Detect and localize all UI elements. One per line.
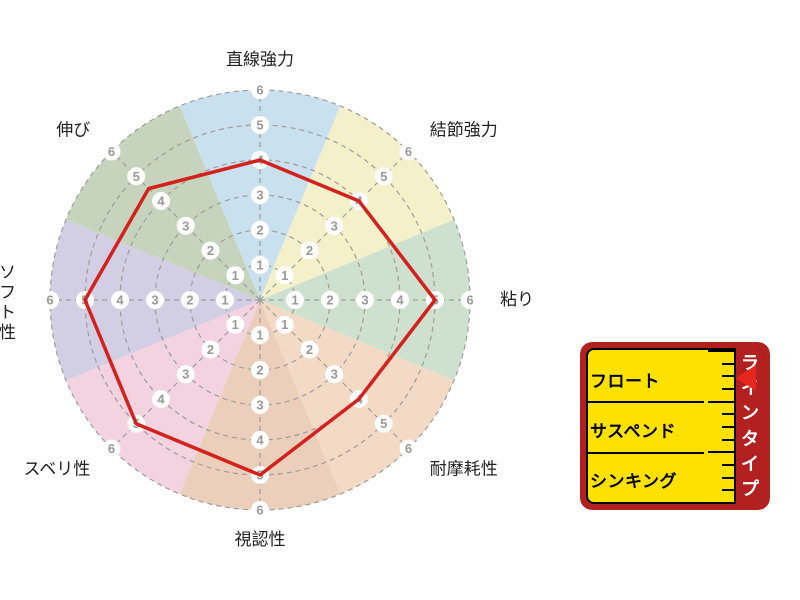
ruler-tick-major xyxy=(708,502,736,504)
radar-ring-number: 4 xyxy=(157,391,165,406)
radar-ring-number: 6 xyxy=(108,144,115,159)
radar-axis-label: 粘り xyxy=(500,290,534,309)
radar-ring-number: 1 xyxy=(221,293,228,308)
radar-ring-number: 2 xyxy=(207,342,214,357)
ruler-tick-minor xyxy=(722,413,736,415)
radar-ring-number: 3 xyxy=(151,293,158,308)
radar-ring-number: 3 xyxy=(182,367,189,382)
radar-axis-label: 視認性 xyxy=(235,530,286,549)
ruler-tick-major xyxy=(708,451,736,453)
radar-ring-number: 6 xyxy=(405,144,412,159)
radar-ring-number: 4 xyxy=(256,433,264,448)
radar-ring-number: 6 xyxy=(256,83,263,98)
radar-ring-number: 1 xyxy=(232,268,239,283)
ruler-tick-major xyxy=(708,401,736,403)
radar-ring-number: 3 xyxy=(331,367,338,382)
line-type-panel: ラインタイプ フロートサスペンドシンキング xyxy=(580,342,770,510)
radar-ring-number: 1 xyxy=(281,268,288,283)
radar-axis-label: 性 xyxy=(0,323,16,342)
radar-ring-number: 3 xyxy=(256,188,263,203)
radar-ring-number: 2 xyxy=(186,293,193,308)
radar-ring-number: 6 xyxy=(256,503,263,518)
radar-ring-number: 4 xyxy=(116,293,124,308)
radar-ring-number: 4 xyxy=(157,194,165,209)
ruler-tick-minor xyxy=(722,489,736,491)
radar-ring-number: 4 xyxy=(396,293,404,308)
radar-ring-number: 3 xyxy=(256,398,263,413)
radar-axis-label: 耐摩耗性 xyxy=(430,460,498,479)
radar-axis-label: ソ xyxy=(0,263,16,282)
ruler-tick-minor xyxy=(722,439,736,441)
radar-ring-number: 2 xyxy=(256,223,263,238)
radar-ring-number: 2 xyxy=(326,293,333,308)
radar-ring-number: 3 xyxy=(182,218,189,233)
ruler-tick-minor xyxy=(722,477,736,479)
radar-ring-number: 1 xyxy=(256,328,263,343)
radar-ring-number: 5 xyxy=(380,169,387,184)
radar-ring-number: 5 xyxy=(380,416,387,431)
radar-ring-number: 6 xyxy=(466,293,473,308)
line-type-row: サスペンド xyxy=(590,408,702,450)
radar-chart-container: 1234561234561234561234561234561234561234… xyxy=(0,0,540,600)
ruler-tick-major xyxy=(708,350,736,352)
line-type-row: フロート xyxy=(590,358,702,400)
radar-chart: 1234561234561234561234561234561234561234… xyxy=(0,0,540,600)
radar-ring-number: 2 xyxy=(306,243,313,258)
radar-axis-label: 結節強力 xyxy=(430,120,498,139)
line-type-divider xyxy=(588,401,704,403)
ruler-tick-minor xyxy=(722,375,736,377)
ruler-tick-minor xyxy=(722,426,736,428)
radar-ring-number: 6 xyxy=(46,293,53,308)
radar-axis-label: フ xyxy=(0,283,16,302)
ruler-tick-minor xyxy=(722,388,736,390)
line-type-divider xyxy=(588,452,704,454)
radar-ring-number: 2 xyxy=(256,363,263,378)
radar-axis-label: 直線強力 xyxy=(226,50,294,69)
radar-axis-label: スベリ性 xyxy=(23,460,90,479)
line-type-arrow-icon xyxy=(736,365,756,391)
radar-ring-number: 2 xyxy=(207,243,214,258)
ruler-tick-minor xyxy=(722,464,736,466)
line-type-ruler xyxy=(706,350,736,502)
radar-ring-number: 6 xyxy=(108,441,115,456)
ruler-tick-minor xyxy=(722,363,736,365)
radar-ring-number: 3 xyxy=(361,293,368,308)
radar-axis-label: ト xyxy=(0,303,16,322)
radar-ring-number: 1 xyxy=(291,293,298,308)
radar-ring-number: 1 xyxy=(232,317,239,332)
radar-ring-number: 5 xyxy=(256,118,263,133)
radar-ring-number: 1 xyxy=(281,317,288,332)
radar-ring-number: 5 xyxy=(133,169,140,184)
line-type-row: シンキング xyxy=(590,458,702,500)
radar-ring-number: 6 xyxy=(405,441,412,456)
radar-ring-number: 3 xyxy=(331,218,338,233)
radar-ring-number: 1 xyxy=(256,258,263,273)
radar-ring-number: 2 xyxy=(306,342,313,357)
radar-axis-label: 伸び xyxy=(56,120,90,139)
